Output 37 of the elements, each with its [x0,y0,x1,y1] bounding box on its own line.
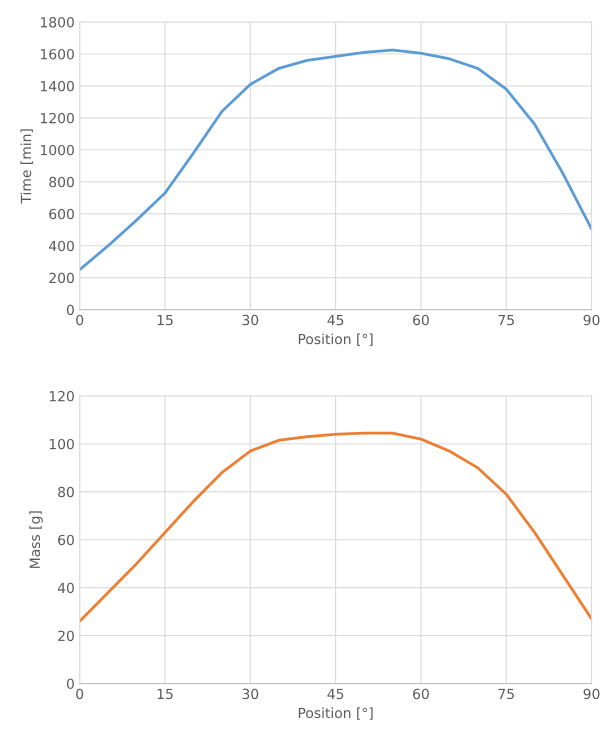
x-tick-label: 75 [498,688,514,700]
x-tick-label: 60 [413,314,429,326]
x-tick-label: 90 [584,688,600,700]
y-tick-label: 100 [50,438,74,450]
y-tick-label: 120 [50,390,74,402]
y-axis-title: Mass [g] [29,511,43,568]
x-tick-label: 15 [158,314,173,326]
x-axis-title: Position [°] [298,334,373,346]
y-tick-label: 0 [66,304,74,316]
line-series [80,432,592,623]
x-tick-label: 45 [327,314,344,326]
y-tick-label: 1400 [41,80,74,92]
x-tick-label: 90 [584,314,600,326]
y-tick-label: 1000 [41,144,74,156]
y-tick-label: 40 [58,582,74,594]
y-tick-label: 20 [58,630,74,642]
y-tick-label: 80 [58,486,74,498]
x-tick-label: 45 [327,688,344,700]
y-tick-label: 1600 [41,48,74,60]
x-tick-label: 0 [76,314,84,326]
y-tick-label: 0 [66,678,74,690]
y-tick-label: 800 [49,176,74,188]
x-tick-label: 15 [158,688,173,700]
y-tick-label: 400 [49,240,74,252]
y-tick-label: 1800 [41,17,74,28]
y-tick-label: 1200 [41,112,74,124]
x-tick-label: 75 [498,314,514,326]
y-tick-label: 60 [58,534,74,546]
x-tick-label: 30 [242,314,258,326]
x-tick-label: 30 [242,688,258,700]
x-tick-label: 0 [76,688,84,700]
y-tick-label: 600 [49,208,74,220]
x-tick-label: 60 [413,688,429,700]
x-axis-title: Position [°] [298,707,373,720]
y-axis-title: Time [min] [20,129,33,204]
line-series [80,48,592,272]
y-tick-label: 200 [49,272,74,284]
